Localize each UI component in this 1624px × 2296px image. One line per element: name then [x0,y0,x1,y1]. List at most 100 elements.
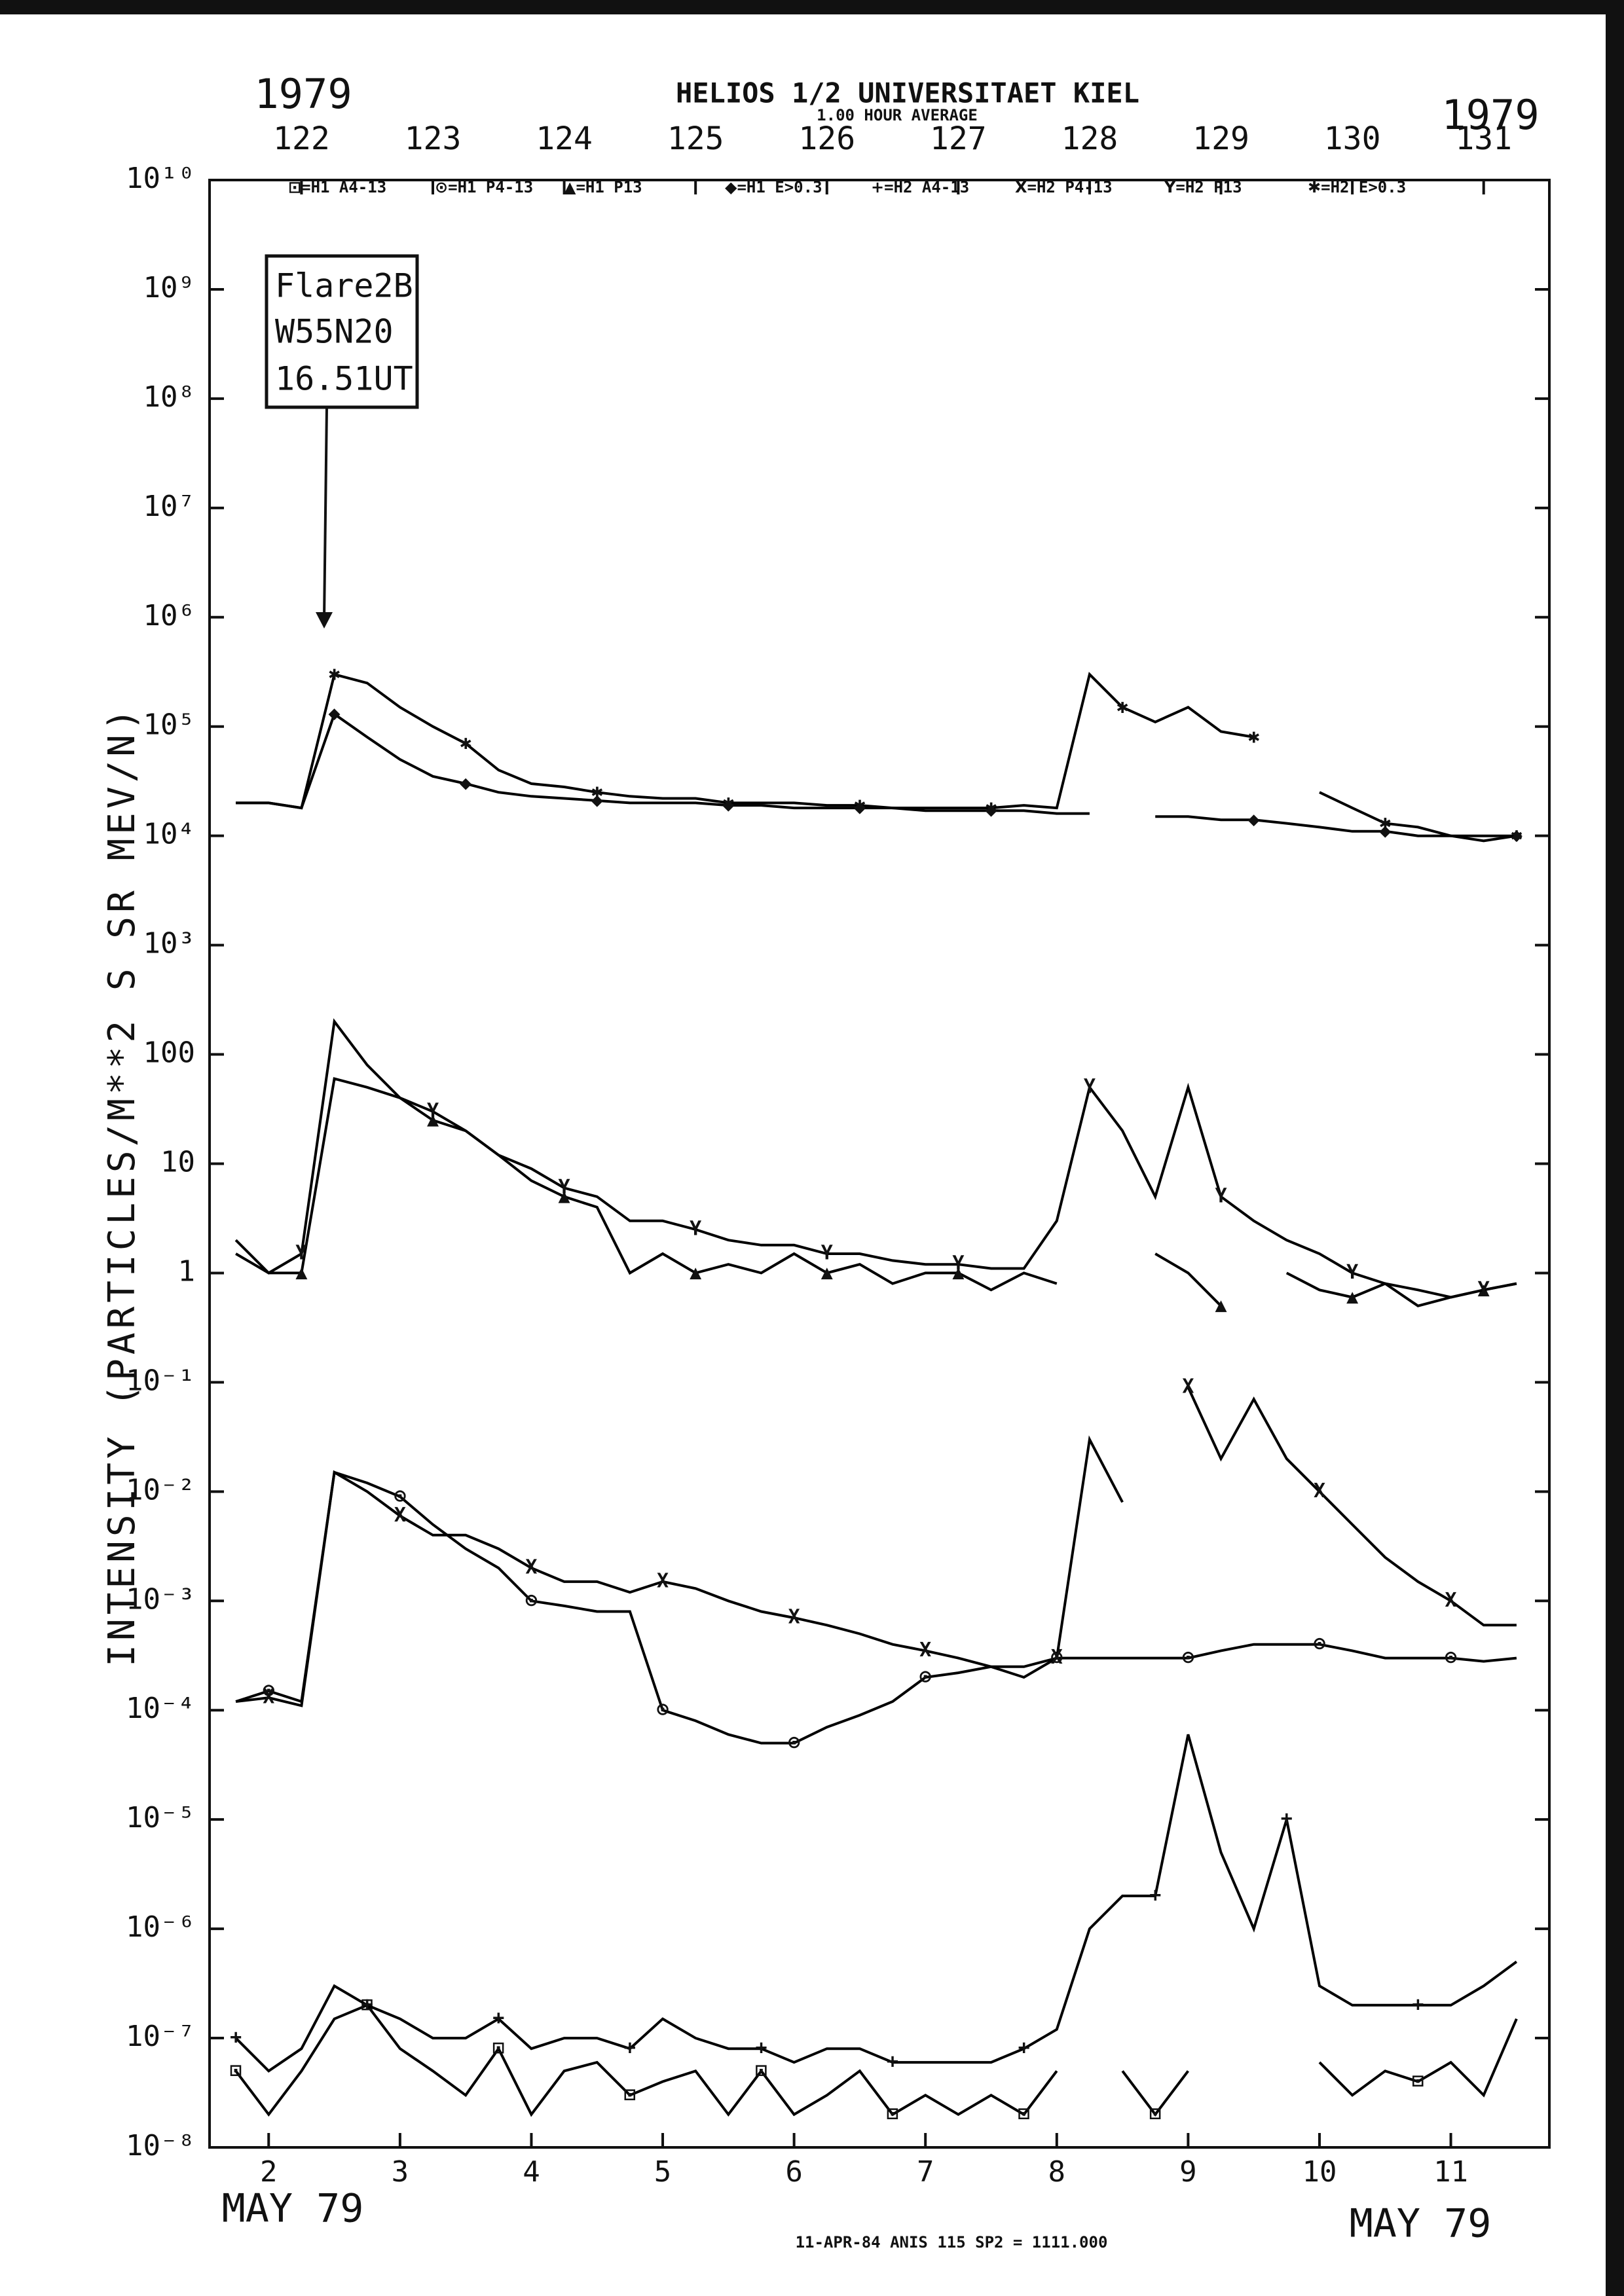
annotation: 16.51UT [275,360,413,398]
series-marker: ✱ [854,793,866,816]
x2-tick-label: 129 [1192,120,1249,157]
series-marker: + [755,2037,767,2060]
x-tick-label: 4 [523,2155,540,2189]
x2-tick-label: 124 [536,120,593,157]
series-marker: ⊙ [525,1589,537,1612]
y-tick-label: 10⁶ [143,599,195,632]
y-tick-label: 10⁻⁸ [126,2129,195,2162]
x2-tick-label: 126 [798,120,855,157]
x-tick-label: 8 [1048,2155,1066,2189]
x-axis-label: MAY 79 [1350,2201,1492,2247]
legend-label: H2 A4-13 [894,178,970,196]
series-marker: X [525,1556,537,1579]
plot-frame [208,179,1551,2149]
legend-label: H1 E>0.3 [747,178,822,196]
series-marker: + [887,2050,898,2073]
x-tick-label: 11 [1433,2155,1468,2189]
legend-label: H1 P13 [585,178,642,196]
series-marker: ✱ [460,731,471,754]
series-marker: ⊡ [1149,2102,1161,2125]
series-marker: ◆ [722,793,734,816]
chart-subtitle: 1.00 HOUR AVERAGE [817,106,978,124]
series-line [235,1018,1517,1299]
legend-label: H2 P13 [1185,178,1242,196]
legend-marker: Y [1164,178,1176,196]
y-tick-label: 10⁻³ [126,1582,195,1616]
series-line [236,712,1517,843]
y-tick-label: 10¹⁰ [126,162,195,195]
series-line [236,672,1517,837]
legend-marker: ◆ [725,178,737,196]
series-marker: ⊡ [887,2102,898,2125]
legend-marker: ▲ [564,178,576,196]
legend-separator: = [301,178,310,196]
legend-marker: ✱ [1308,178,1321,196]
series-marker: + [1018,2037,1030,2060]
series-marker: Y [690,1218,701,1241]
series-marker: X [1314,1480,1325,1503]
y-tick-label: 10 [160,1146,195,1179]
series-marker: ▲ [690,1261,701,1284]
legend-entry: ▲=H1 P13 [564,178,642,196]
legend-label: H2 E>0.3 [1331,178,1407,196]
series-marker: ⊡ [624,2083,636,2106]
x-tick-label: 7 [917,2155,934,2189]
series-marker: ▲ [559,1184,570,1207]
series-marker: ✱ [329,663,341,685]
legend-entry: ⊡=H1 A4-13 [288,178,386,196]
series-line [234,2003,1518,2117]
series-marker: + [1149,1884,1161,1906]
legend-separator: = [448,178,457,196]
legend-label: H1 A4-13 [311,178,387,196]
legend-marker: X [1015,178,1027,196]
annotation-box [265,254,419,409]
series-marker: ✱ [985,796,997,819]
x-tick-label: 6 [785,2155,803,2189]
y-tick-label: 10⁻² [126,1473,195,1506]
series-marker: ◆ [854,796,866,819]
legend-separator: = [1175,178,1185,196]
series-marker: X [263,1686,274,1709]
legend-separator: = [1321,178,1330,196]
series-marker: ◆ [329,702,341,725]
y-tick-label: 10⁹ [143,271,195,304]
scan-border-top [0,0,1624,14]
series-marker: Y [427,1099,439,1122]
x-tick-label: 3 [392,2155,409,2189]
legend-separator: = [576,178,585,196]
series-marker: Y [559,1176,570,1199]
annotation: Flare2B [275,267,413,305]
series-marker: ▲ [821,1261,833,1284]
x-axis-label: MAY 79 [222,2186,364,2232]
series-marker: X [1182,1376,1194,1398]
series-marker: ✱ [722,791,734,814]
legend-separator: = [884,178,893,196]
series-marker: ◆ [591,788,603,811]
series-marker: Y [1215,1184,1227,1207]
y-axis-label: INTENSITY (PARTICLES/M**2 S SR MEV/N) [101,704,143,1666]
series-marker: ⊙ [1182,1646,1194,1669]
y-tick-label: 10⁻⁷ [126,2020,195,2053]
series-marker: ⊡ [230,2059,242,2082]
x-tick-label: 2 [260,2155,278,2189]
series-marker: X [657,1569,669,1592]
series-marker: + [361,1993,373,2016]
footer: 11-APR-84 ANIS 115 SP2 = 1111.000 [796,2233,1108,2251]
year-label: 1979 [1441,91,1539,139]
series-marker: X [919,1639,931,1662]
legend-separator: = [1027,178,1037,196]
legend-entry: Y=H2 P13 [1164,178,1242,196]
annotation-arrowhead [316,612,333,629]
legend-label: H2 P4-13 [1037,178,1113,196]
annotation: W55N20 [275,313,394,351]
x2-tick-label: 130 [1324,120,1381,157]
scan-border-right [1606,0,1624,2296]
series-marker: + [1412,1993,1424,2016]
series-marker: ⊙ [657,1698,669,1721]
legend-marker: + [871,178,884,196]
series-marker: ⊙ [263,1679,274,1702]
series-marker: ⊡ [492,2037,504,2060]
x2-tick-label: 123 [405,120,462,157]
